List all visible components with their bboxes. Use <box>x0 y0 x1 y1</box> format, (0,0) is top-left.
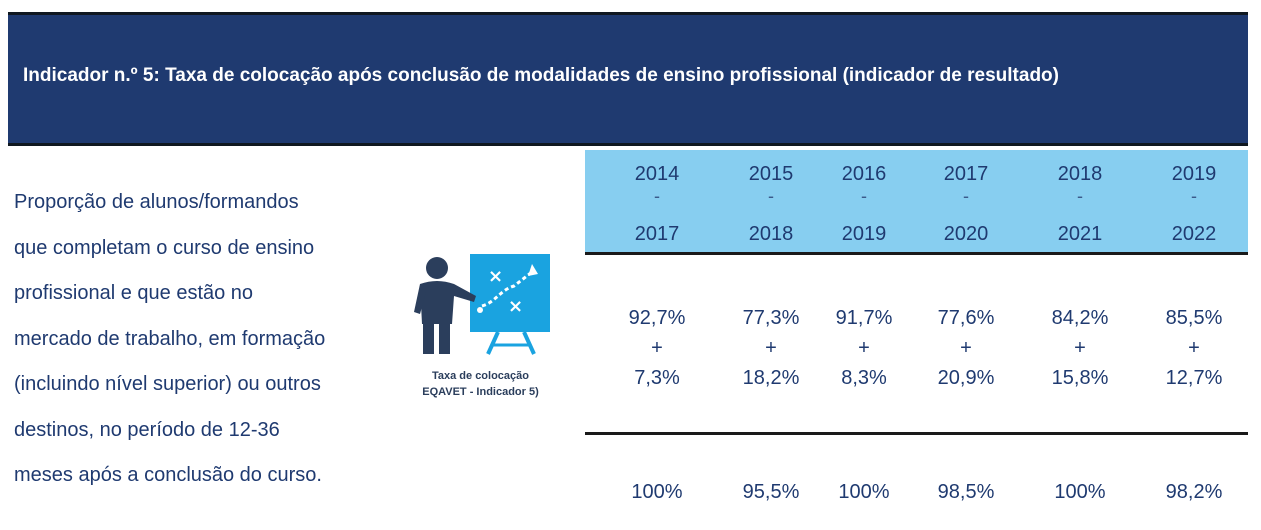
period-end: 2021 <box>1057 223 1103 245</box>
placement-rate-cell: 84,2% + 15,8% <box>1052 305 1109 395</box>
period-header: 2019 - 2022 <box>1172 162 1217 252</box>
placement-rate-cell: 85,5% + 12,7% <box>1166 305 1223 395</box>
total-rate: 95,5% <box>742 481 800 503</box>
icon-caption-line: EQAVET - Indicador 5) <box>422 386 539 398</box>
total-rate-cell: 95,5% <box>743 480 800 504</box>
training-rate: 7,3% <box>634 367 680 389</box>
period-header: 2015 - 2018 <box>749 162 794 252</box>
svg-text:×: × <box>508 296 523 317</box>
indicator-title: Indicador n.º 5: Taxa de colocação após … <box>23 65 1059 86</box>
year-header-band <box>585 150 1248 252</box>
period-separator: - <box>768 186 774 206</box>
total-rate: 98,5% <box>937 481 995 503</box>
period-end: 2018 <box>748 223 794 245</box>
total-rate: 100% <box>631 481 683 503</box>
total-rate: 98,2% <box>1165 481 1223 503</box>
period-end: 2019 <box>841 223 887 245</box>
total-rate-cell: 100% <box>631 480 682 504</box>
plus-sign: + <box>960 337 972 359</box>
description-line: que completam o curso de ensino <box>14 236 315 259</box>
icon-caption: Taxa de colocação EQAVET - Indicador 5) <box>398 368 563 400</box>
period-header: 2017 - 2020 <box>944 162 989 252</box>
employed-rate: 91,7% <box>835 307 893 329</box>
description-line: destinos, no período de 12-36 <box>14 418 280 441</box>
period-start: 2017 <box>943 163 989 185</box>
period-start: 2015 <box>748 163 794 185</box>
placement-rate-cell: 91,7% + 8,3% <box>836 305 893 395</box>
period-start: 2019 <box>1171 163 1217 185</box>
period-start: 2014 <box>634 163 680 185</box>
indicator-description: Proporção de alunos/formandos que comple… <box>14 180 394 499</box>
placement-rate-cell: 77,3% + 18,2% <box>743 305 800 395</box>
period-header: 2018 - 2021 <box>1058 162 1103 252</box>
svg-text:×: × <box>488 266 503 287</box>
employed-rate: 92,7% <box>628 307 686 329</box>
total-rate: 100% <box>838 481 890 503</box>
period-separator: - <box>1191 186 1197 206</box>
description-line: mercado de trabalho, em formação <box>14 327 326 350</box>
description-line: Proporção de alunos/formandos <box>14 191 299 213</box>
plus-sign: + <box>651 337 663 359</box>
total-rate-cell: 98,2% <box>1166 480 1223 504</box>
plus-sign: + <box>765 337 777 359</box>
period-separator: - <box>861 186 867 206</box>
description-line: profissional e que estão no <box>14 282 254 304</box>
period-separator: - <box>1077 186 1083 206</box>
training-rate: 12,7% <box>1165 367 1223 389</box>
training-rate: 20,9% <box>937 367 995 389</box>
employed-rate: 84,2% <box>1051 307 1109 329</box>
period-end: 2022 <box>1171 223 1217 245</box>
teacher-board-icon: × × <box>404 250 559 405</box>
plus-sign: + <box>1188 337 1200 359</box>
period-separator: - <box>654 186 660 206</box>
plus-sign: + <box>858 337 870 359</box>
description-line: (incluindo nível superior) ou outros <box>14 373 321 395</box>
employed-rate: 85,5% <box>1165 307 1223 329</box>
description-line: meses após a conclusão do curso. <box>14 464 322 486</box>
indicator-header: Indicador n.º 5: Taxa de colocação após … <box>8 12 1248 146</box>
period-end: 2017 <box>634 223 680 245</box>
period-header: 2016 - 2019 <box>842 162 887 252</box>
total-rate: 100% <box>1054 481 1106 503</box>
training-rate: 15,8% <box>1051 367 1109 389</box>
placement-rate-cell: 92,7% + 7,3% <box>629 305 686 395</box>
total-rate-cell: 100% <box>838 480 889 504</box>
period-end: 2020 <box>943 223 989 245</box>
icon-caption-line: Taxa de colocação <box>431 370 529 382</box>
placement-rate-cell: 77,6% + 20,9% <box>938 305 995 395</box>
training-rate: 8,3% <box>841 367 887 389</box>
total-rate-cell: 100% <box>1054 480 1105 504</box>
period-start: 2016 <box>841 163 887 185</box>
total-rate-cell: 98,5% <box>938 480 995 504</box>
employed-rate: 77,6% <box>937 307 995 329</box>
table-divider <box>585 432 1248 435</box>
employed-rate: 77,3% <box>742 307 800 329</box>
period-separator: - <box>963 186 969 206</box>
plus-sign: + <box>1074 337 1086 359</box>
period-start: 2018 <box>1057 163 1103 185</box>
period-header: 2014 - 2017 <box>635 162 680 252</box>
table-divider <box>585 252 1248 255</box>
training-rate: 18,2% <box>742 367 800 389</box>
